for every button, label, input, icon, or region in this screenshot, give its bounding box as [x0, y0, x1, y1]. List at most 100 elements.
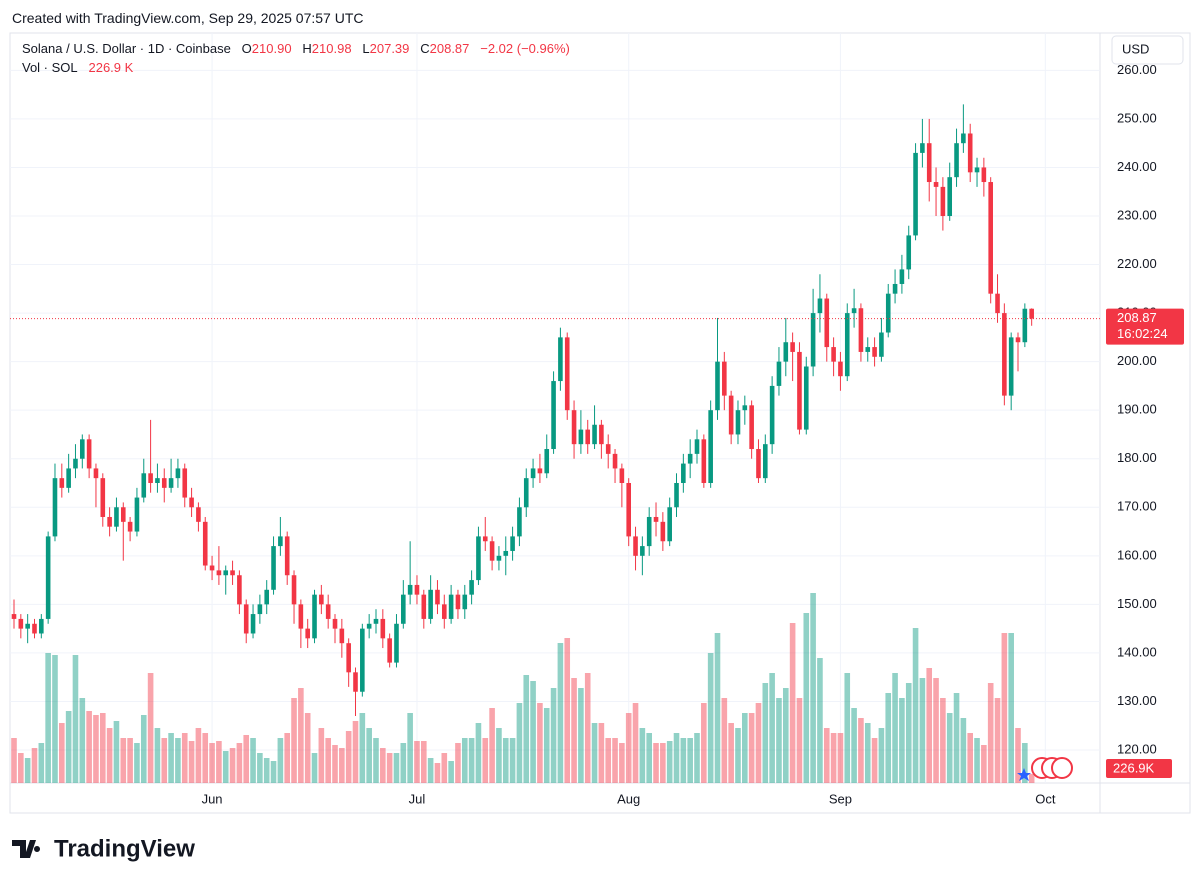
candle-body	[257, 604, 263, 615]
currency-button[interactable]	[1111, 35, 1184, 65]
volume-bar	[584, 673, 591, 783]
candle-body	[858, 308, 864, 352]
candle-body	[974, 167, 980, 173]
volume-bar	[639, 728, 646, 783]
candle-body	[933, 182, 939, 187]
candle-body	[489, 541, 495, 561]
candle-body	[223, 570, 229, 576]
volume-bar	[885, 693, 892, 783]
candle-body	[182, 468, 188, 498]
candle-body	[476, 536, 481, 581]
volume-bar	[598, 723, 605, 783]
volume-bar	[762, 683, 769, 783]
candle-body	[776, 361, 782, 386]
y-tick-label: 120.00	[1117, 741, 1157, 756]
candle-body	[93, 468, 99, 479]
candle-body	[769, 385, 775, 445]
volume-bar	[332, 745, 338, 783]
volume-bar	[919, 678, 926, 783]
volume-bar	[694, 733, 700, 783]
event-icons	[1017, 757, 1073, 781]
volume-bar	[666, 741, 673, 783]
candle-body	[742, 405, 748, 411]
candle-body	[605, 444, 611, 454]
volume-bar	[243, 735, 250, 783]
event-icon	[1051, 757, 1073, 779]
volume-bar	[632, 703, 639, 783]
candle-body	[243, 604, 249, 634]
volume-bar	[65, 711, 72, 783]
candle-body	[291, 575, 297, 605]
candle-body	[59, 478, 65, 488]
volume-bar	[578, 688, 584, 783]
y-tick-label: 130.00	[1117, 693, 1157, 708]
candle-body	[981, 167, 987, 183]
candle-body	[667, 507, 672, 542]
candle-body	[940, 186, 946, 217]
volume-bar	[359, 713, 366, 783]
volume-bar	[557, 643, 564, 783]
volume-bar	[967, 733, 973, 783]
candle-body	[428, 589, 433, 619]
volume-bar	[680, 738, 687, 783]
volume-bar	[981, 745, 987, 783]
candle-body	[701, 439, 707, 483]
volume-bar	[707, 653, 714, 783]
candle-body	[120, 507, 126, 522]
h-label: H	[302, 41, 312, 56]
candle-body	[1029, 308, 1034, 319]
axes-layer: 120.00 130.00 140.00 150.00 160.00 170.00 180.…	[10, 62, 1184, 806]
volume-legend: Vol · SOL 226.9 K	[22, 60, 133, 75]
volume-bar	[926, 668, 933, 783]
candle-body	[435, 589, 440, 605]
candle-body	[899, 269, 905, 284]
candle-body	[332, 618, 338, 629]
candle-body	[626, 483, 631, 537]
y-tick-label: 190.00	[1117, 402, 1157, 417]
volume-bar	[311, 753, 318, 783]
volume-bar	[113, 721, 120, 783]
volume-bar	[188, 741, 195, 783]
candle-body	[325, 604, 331, 619]
volume-bar	[489, 708, 495, 783]
y-tick-label: 230.00	[1117, 207, 1157, 222]
change: −2.02 (−0.96%)	[480, 41, 570, 56]
volume-bar	[291, 698, 297, 783]
volume-bar	[789, 623, 796, 783]
volume-bar	[352, 721, 359, 783]
volume-bar	[427, 758, 434, 783]
candle-body	[722, 361, 727, 396]
volume-bar	[502, 738, 509, 783]
candle-body	[496, 555, 502, 561]
candle-body	[482, 536, 488, 542]
candle-body	[66, 468, 71, 488]
volume-bar	[721, 698, 728, 783]
candle-body	[360, 628, 365, 692]
candle-body	[237, 575, 242, 605]
volume-bar	[776, 698, 782, 783]
volume-layer	[11, 593, 1035, 783]
volume-bar	[216, 741, 222, 783]
volume-bar	[11, 738, 17, 783]
y-tick-label: 260.00	[1117, 62, 1157, 77]
vol-title: Vol · SOL	[22, 60, 78, 75]
volume-bar	[475, 723, 482, 783]
volume-bar	[461, 738, 468, 783]
volume-bar	[229, 748, 236, 783]
candle-body	[387, 638, 392, 663]
candle-layer	[11, 104, 1034, 717]
volume-bar	[912, 628, 919, 783]
volume-bar	[222, 751, 229, 783]
candle-body	[373, 618, 379, 624]
x-tick-label: Jun	[202, 791, 223, 806]
volume-bar	[386, 753, 393, 783]
volume-bar	[250, 738, 256, 783]
volume-bar	[953, 693, 960, 783]
volume-bar	[728, 723, 734, 783]
volume-bar	[653, 743, 659, 783]
candle-body	[45, 536, 51, 619]
volume-bar	[796, 698, 803, 783]
star-icon	[1017, 768, 1031, 781]
volume-bar	[892, 673, 898, 783]
